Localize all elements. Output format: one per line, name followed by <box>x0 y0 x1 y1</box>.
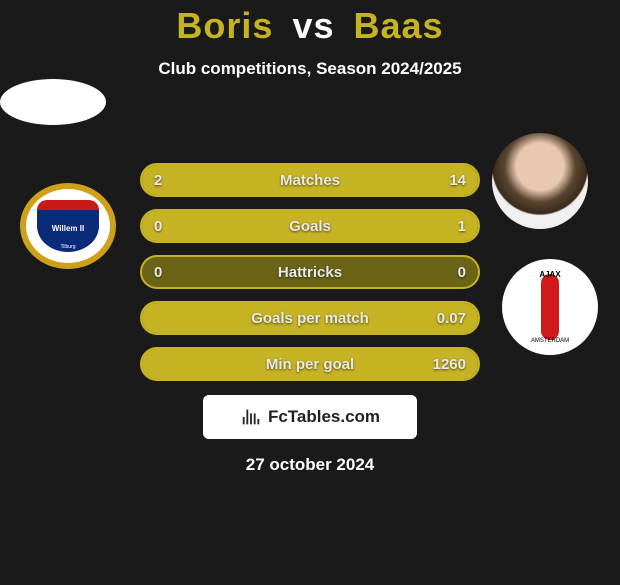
stat-value-right: 1 <box>458 211 466 241</box>
club1-badge: Willem II Tilburg <box>20 183 116 269</box>
player1-avatar <box>0 79 106 125</box>
stat-row: 2Matches14 <box>140 163 480 197</box>
club2-city: AMSTERDAM <box>515 338 585 344</box>
chart-icon <box>240 406 262 428</box>
stat-value-right: 1260 <box>433 349 466 379</box>
stat-row: Min per goal1260 <box>140 347 480 381</box>
club1-name: Willem II <box>37 224 99 233</box>
stat-row: 0Goals1 <box>140 209 480 243</box>
stat-label: Goals <box>142 211 478 241</box>
player1-name: Boris <box>176 5 273 46</box>
stat-label: Min per goal <box>142 349 478 379</box>
stat-value-right: 14 <box>449 165 466 195</box>
comparison-title: Boris vs Baas <box>0 5 620 47</box>
watermark-text: FcTables.com <box>268 407 380 427</box>
date-text: 27 october 2024 <box>0 455 620 475</box>
watermark: FcTables.com <box>203 395 417 439</box>
stat-value-right: 0 <box>458 257 466 287</box>
club2-name: AJAX <box>515 270 585 279</box>
club1-city: Tilburg <box>37 244 99 250</box>
subtitle: Club competitions, Season 2024/2025 <box>0 59 620 79</box>
stat-row: Goals per match0.07 <box>140 301 480 335</box>
stat-value-right: 0.07 <box>437 303 466 333</box>
vs-separator: vs <box>292 5 334 46</box>
player2-name: Baas <box>354 5 444 46</box>
stat-label: Matches <box>142 165 478 195</box>
club2-badge: AJAX AMSTERDAM <box>502 259 598 355</box>
stat-label: Hattricks <box>142 257 478 287</box>
stat-row: 0Hattricks0 <box>140 255 480 289</box>
player2-avatar <box>492 133 588 229</box>
stat-label: Goals per match <box>142 303 478 333</box>
